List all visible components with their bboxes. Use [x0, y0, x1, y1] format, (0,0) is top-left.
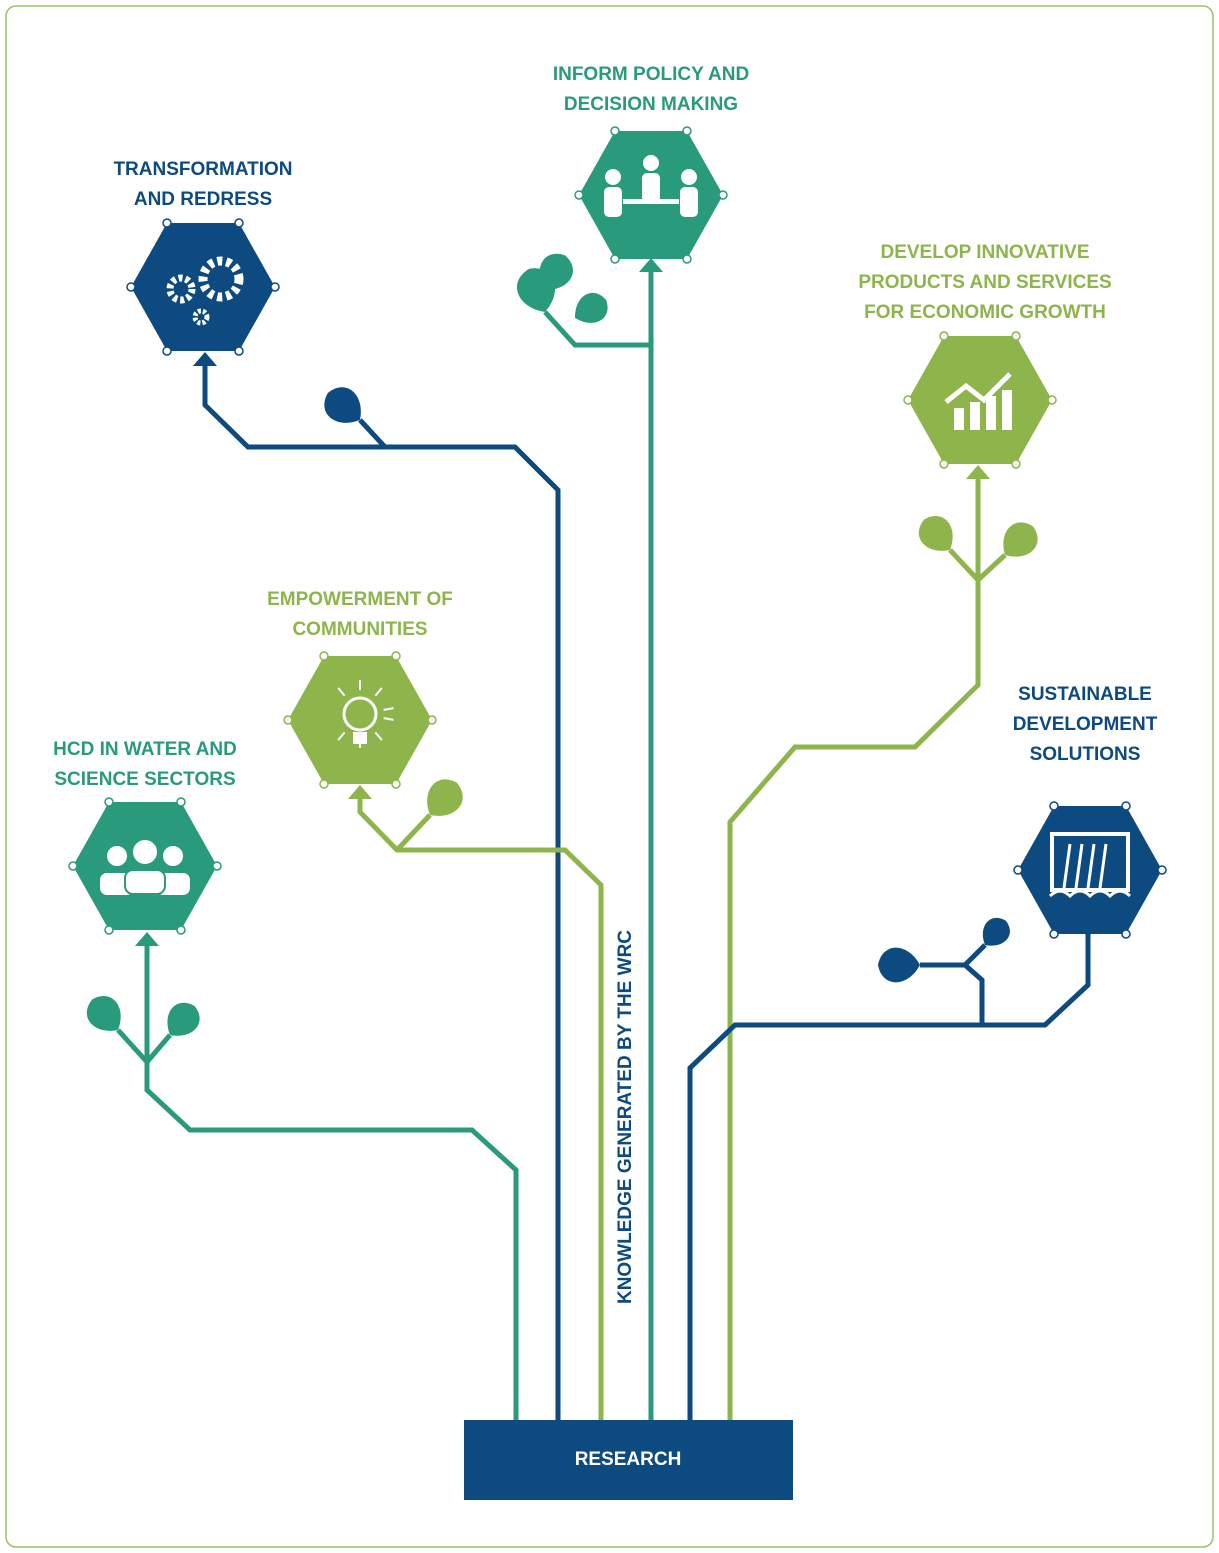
- node-label: DECISION MAKING: [564, 94, 738, 115]
- base-label: RESEARCH: [575, 1449, 682, 1470]
- branch-stub: [920, 945, 985, 1025]
- head: [162, 845, 184, 867]
- head: [106, 845, 128, 867]
- node-label: FOR ECONOMIC GROWTH: [864, 302, 1106, 323]
- branch-stub: [397, 815, 430, 850]
- body: [680, 187, 698, 217]
- vertex-dot: [271, 283, 279, 291]
- vertex-dot: [611, 255, 619, 263]
- vertex-dot: [320, 652, 328, 660]
- branch-line: [360, 795, 601, 1450]
- node-label: INFORM POLICY AND: [553, 64, 749, 85]
- vertex-dot: [683, 255, 691, 263]
- vertex-dot: [392, 780, 400, 788]
- vertex-dot: [1122, 802, 1130, 810]
- page: {"nodes": [ {"label": ["INFORM POLICY AN…: [0, 0, 1219, 1553]
- vertex-dot: [177, 798, 185, 806]
- vertex-dot: [1012, 332, 1020, 340]
- vertex-dot: [1122, 930, 1130, 938]
- vertex-dot: [611, 127, 619, 135]
- node-label: EMPOWERMENT OF: [267, 589, 453, 610]
- vertex-dot: [683, 127, 691, 135]
- node-label: PRODUCTS AND SERVICES: [858, 272, 1111, 293]
- branch-stub: [360, 420, 385, 447]
- vertex-dot: [940, 332, 948, 340]
- bar: [970, 402, 980, 430]
- vertex-dot: [428, 716, 436, 724]
- head: [132, 839, 158, 865]
- vertex-dot: [575, 191, 583, 199]
- vertex-dot: [392, 652, 400, 660]
- nodes: INFORM POLICY AND DECISION MAKING TRANSFOR…: [53, 64, 1166, 938]
- node-label: DEVELOP INNOVATIVE: [880, 242, 1089, 263]
- head: [681, 169, 697, 185]
- arrow-head: [966, 465, 990, 479]
- vertex-dot: [163, 347, 171, 355]
- body: [642, 173, 660, 203]
- vertex-dot: [1014, 866, 1022, 874]
- branch-line: [690, 912, 1088, 1450]
- body: [604, 187, 622, 217]
- node-label: AND REDRESS: [134, 189, 272, 210]
- hexagon: [288, 656, 432, 784]
- leaf: [568, 287, 614, 331]
- bar: [986, 396, 996, 430]
- vertex-dot: [177, 926, 185, 934]
- arrow-head: [193, 352, 217, 366]
- vertex-dot: [235, 347, 243, 355]
- node-label: SUSTAINABLE: [1018, 684, 1152, 705]
- vertex-dot: [213, 862, 221, 870]
- vertex-dot: [1158, 866, 1166, 874]
- table: [623, 199, 679, 204]
- branch-line: [147, 942, 516, 1450]
- vertex-dot: [904, 396, 912, 404]
- vertex-dot: [1050, 930, 1058, 938]
- vertex-dot: [719, 191, 727, 199]
- vertex-dot: [127, 283, 135, 291]
- vertex-dot: [320, 780, 328, 788]
- bar: [1002, 390, 1012, 430]
- body: [125, 870, 165, 894]
- head: [643, 155, 659, 171]
- arrow-head: [639, 258, 663, 272]
- node-label: SCIENCE SECTORS: [54, 769, 235, 790]
- arrow-head: [348, 785, 372, 799]
- leaf: [878, 948, 920, 983]
- vertex-dot: [940, 460, 948, 468]
- node-label: SOLUTIONS: [1030, 744, 1141, 765]
- node-label: HCD IN WATER AND: [53, 739, 237, 760]
- branch-stub: [118, 1030, 170, 1062]
- node-label: COMMUNITIES: [292, 619, 427, 640]
- node-label: TRANSFORMATION: [113, 159, 292, 180]
- vertex-dot: [105, 926, 113, 934]
- diagram: INFORM POLICY AND DECISION MAKING TRANSFOR…: [0, 0, 1219, 1553]
- vertex-dot: [1048, 396, 1056, 404]
- vertex-dot: [69, 862, 77, 870]
- vertex-dot: [235, 219, 243, 227]
- vertex-dot: [284, 716, 292, 724]
- vertex-dot: [1012, 460, 1020, 468]
- vertex-dot: [1050, 802, 1058, 810]
- vertex-dot: [105, 798, 113, 806]
- stem-label: KNOWLEDGE GENERATED BY THE WRC: [615, 930, 636, 1304]
- bar: [954, 408, 964, 430]
- branch-line: [205, 362, 558, 1450]
- head: [605, 169, 621, 185]
- node-label: DEVELOPMENT: [1013, 714, 1158, 735]
- arrow-head: [135, 932, 159, 946]
- vertex-dot: [163, 219, 171, 227]
